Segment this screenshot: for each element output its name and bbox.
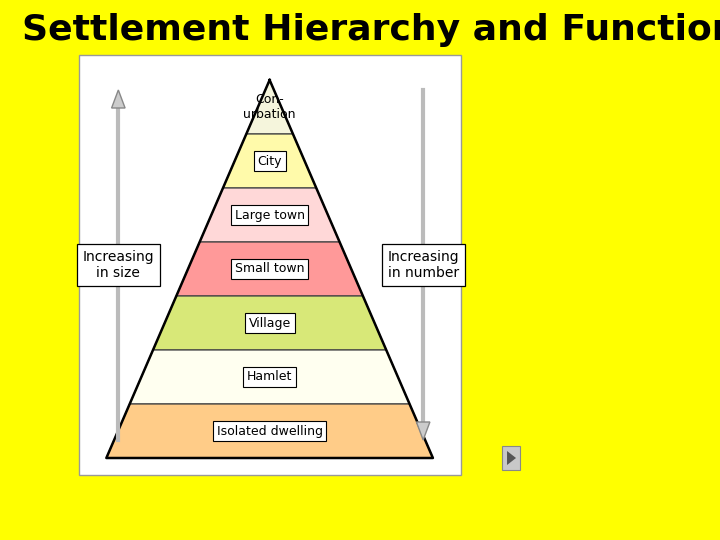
Polygon shape — [416, 422, 430, 440]
Text: Small town: Small town — [235, 262, 305, 275]
Polygon shape — [176, 242, 363, 296]
Polygon shape — [130, 350, 410, 404]
Text: Large town: Large town — [235, 208, 305, 221]
Polygon shape — [153, 296, 386, 350]
FancyBboxPatch shape — [502, 446, 520, 470]
Polygon shape — [223, 134, 316, 188]
Polygon shape — [246, 80, 293, 134]
Polygon shape — [199, 188, 340, 242]
Polygon shape — [112, 90, 125, 108]
Polygon shape — [507, 451, 516, 465]
Text: Settlement Hierarchy and Function: Settlement Hierarchy and Function — [22, 13, 720, 47]
Text: Village: Village — [248, 316, 291, 329]
Polygon shape — [107, 404, 433, 458]
Text: City: City — [257, 154, 282, 167]
Text: Increasing
in size: Increasing in size — [83, 250, 154, 280]
Text: Isolated dwelling: Isolated dwelling — [217, 424, 323, 437]
Text: Hamlet: Hamlet — [247, 370, 292, 383]
Text: Increasing
in number: Increasing in number — [387, 250, 459, 280]
FancyBboxPatch shape — [78, 55, 461, 475]
Text: Con-
urbation: Con- urbation — [243, 93, 296, 121]
